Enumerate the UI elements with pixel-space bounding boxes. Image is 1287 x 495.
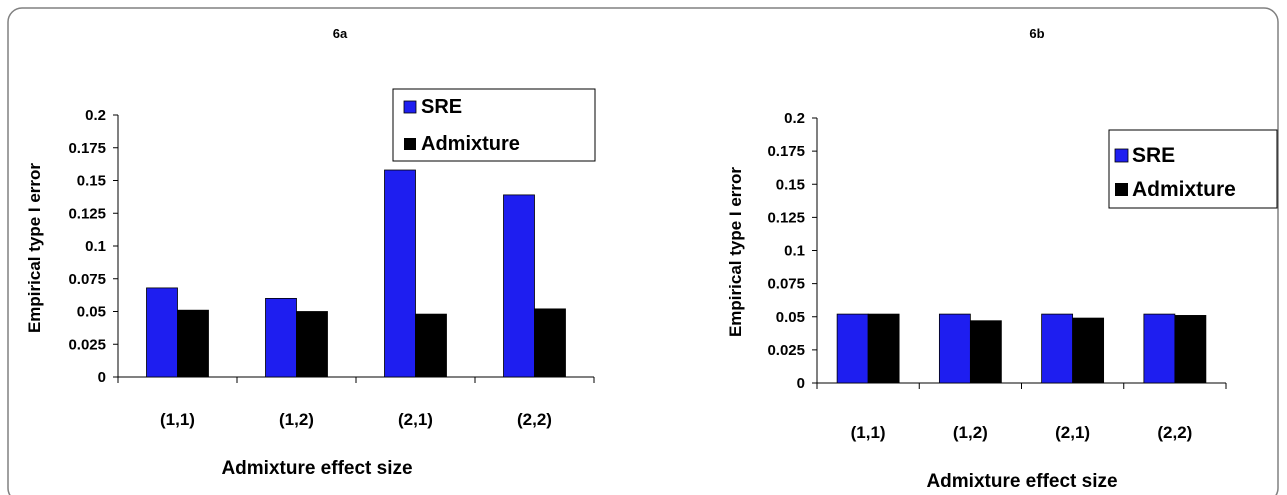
bar-admixture (415, 313, 447, 378)
bar-admixture (296, 311, 328, 378)
x-tick-label: (1,2) (953, 423, 988, 442)
x-tick-label: (2,1) (1055, 423, 1090, 442)
chart-6b-y-axis-label: Empirical type I error (726, 167, 745, 337)
x-tick-label: (1,1) (851, 423, 886, 442)
bar-admixture (969, 320, 1002, 384)
chart-6a-bars (146, 169, 566, 378)
chart-6a-x-axis-label: Admixture effect size (221, 458, 412, 479)
chart-6b-legend: SRE Admixture (1108, 129, 1278, 209)
bar-sre (265, 297, 297, 378)
y-tick-label: 0.125 (68, 205, 106, 222)
bar-sre (384, 169, 416, 378)
chart-6b-legend-box (1108, 129, 1278, 209)
y-tick-label: 0.05 (77, 304, 106, 321)
x-tick-label: (1,2) (279, 410, 314, 429)
x-tick-label: (2,1) (398, 410, 433, 429)
chart-6a-title: 6a (333, 26, 348, 41)
y-tick-label: 0 (98, 369, 106, 386)
x-tick-label: (1,1) (160, 410, 195, 429)
bar-sre (938, 313, 971, 384)
chart-6a-legend-sre-label: SRE (421, 96, 462, 118)
chart-6b: 6b Empirical type I error 0 0.025 0.05 0.07… (726, 26, 1278, 492)
chart-6a-legend-box (392, 88, 596, 162)
chart-6a-legend-admixture-swatch (404, 138, 416, 150)
bar-sre (146, 287, 178, 378)
chart-6a-legend: SRE Admixture (392, 88, 596, 162)
chart-6b-legend-sre-swatch (1114, 148, 1129, 163)
y-tick-label: 0 (797, 375, 805, 392)
chart-6b-title: 6b (1029, 26, 1044, 41)
y-tick-label: 0.175 (68, 140, 106, 157)
bar-admixture (1072, 317, 1105, 384)
y-tick-label: 0.2 (85, 107, 106, 124)
chart-6a-y-axis: 0 0.025 0.05 0.075 0.1 0.125 0.15 0.175 0.2 (68, 107, 119, 386)
y-tick-label: 0.075 (68, 271, 106, 288)
y-tick-label: 0.125 (767, 209, 805, 226)
chart-6a-legend-admixture-label: Admixture (421, 133, 520, 155)
bar-admixture (867, 313, 900, 384)
chart-6a: 6a Empirical type I error 0 0.025 0.05 0.07… (25, 26, 596, 479)
bar-sre (836, 313, 869, 384)
bar-admixture (1174, 315, 1207, 384)
y-tick-label: 0.025 (767, 342, 805, 359)
x-tick-label: (2,2) (517, 410, 552, 429)
bar-sre (1143, 313, 1176, 384)
bar-sre (503, 194, 535, 378)
chart-6a-legend-sre-swatch (403, 100, 417, 114)
y-tick-label: 0.2 (784, 110, 805, 127)
figure-frame (7, 7, 1279, 495)
bar-admixture (534, 308, 566, 378)
y-tick-label: 0.05 (776, 309, 805, 326)
y-tick-label: 0.175 (767, 143, 805, 160)
chart-6b-legend-admixture-label: Admixture (1132, 178, 1236, 201)
chart-6b-legend-admixture-swatch (1115, 183, 1128, 196)
chart-6b-bars (836, 313, 1207, 384)
chart-6b-x-axis: (1,1) (1,2) (2,1) (2,2) (816, 382, 1227, 442)
chart-6b-legend-sre-label: SRE (1132, 144, 1175, 167)
bar-admixture (177, 309, 209, 378)
y-tick-label: 0.1 (784, 243, 805, 260)
chart-6a-y-axis-label: Empirical type I error (25, 163, 44, 333)
x-tick-label: (2,2) (1157, 423, 1192, 442)
y-tick-label: 0.15 (776, 176, 805, 193)
chart-6b-x-axis-label: Admixture effect size (926, 471, 1117, 492)
y-tick-label: 0.1 (85, 238, 106, 255)
chart-6b-y-axis: 0 0.025 0.05 0.075 0.1 0.125 0.15 0.175 0.2 (767, 110, 818, 392)
y-tick-label: 0.025 (68, 336, 106, 353)
y-tick-label: 0.075 (767, 276, 805, 293)
y-tick-label: 0.15 (77, 173, 106, 190)
bar-sre (1041, 313, 1074, 384)
